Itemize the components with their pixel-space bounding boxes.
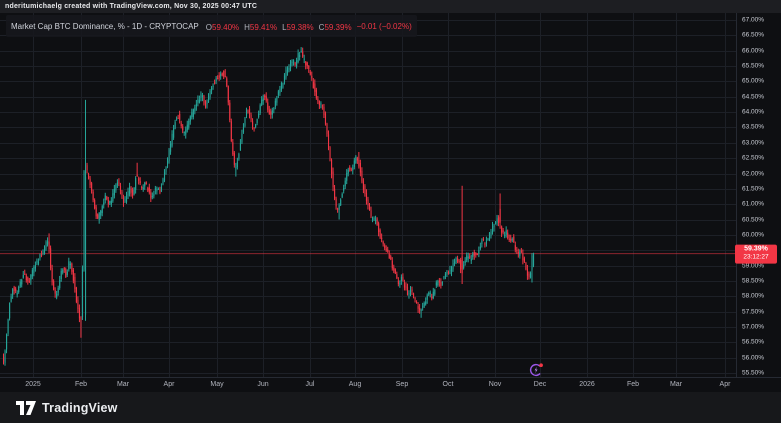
price-tick: 57.50%	[742, 308, 765, 316]
ohlc-O: O59.40%	[205, 23, 240, 32]
time-tick: May	[210, 381, 224, 388]
price-tick: 66.00%	[742, 47, 765, 55]
brand-name: TradingView	[42, 400, 118, 415]
price-tick: 55.50%	[742, 369, 765, 377]
footer-bar: TradingView	[0, 392, 781, 423]
ohlc-C: C59.39%	[318, 23, 352, 32]
time-tick: Mar	[669, 381, 683, 388]
price-tick: 60.50%	[742, 216, 765, 224]
tradingview-logo[interactable]: TradingView	[16, 400, 118, 415]
candlestick-chart-canvas[interactable]	[0, 0, 736, 377]
time-tick: Jul	[305, 381, 315, 388]
time-tick: Feb	[626, 381, 640, 388]
price-tick: 56.00%	[742, 354, 765, 362]
price-tick: 67.00%	[742, 16, 765, 24]
time-tick: 2025	[25, 381, 41, 388]
price-tick: 63.00%	[742, 139, 765, 147]
last-price-value: 59.39%	[744, 245, 768, 253]
price-tick: 64.00%	[742, 108, 765, 116]
price-tick: 59.00%	[742, 262, 765, 270]
ohlc-H: H59.41%	[244, 23, 278, 32]
change-value: −0.01 (−0.02%)	[356, 21, 412, 31]
price-tick: 62.00%	[742, 170, 765, 177]
time-tick: Sep	[395, 381, 409, 388]
time-tick: Apr	[163, 381, 175, 388]
price-tick: 64.50%	[742, 93, 765, 101]
attribution-bar: nderitumichaelg created with TradingView…	[0, 0, 781, 13]
ohlc-L: L59.38%	[282, 23, 314, 32]
time-tick: Mar	[116, 381, 130, 388]
time-tick: 2026	[579, 381, 595, 388]
last-price-label: 59.39% 23:12:27	[735, 244, 777, 264]
events-refresh-icon[interactable]	[528, 361, 545, 378]
time-tick: Jun	[257, 381, 269, 388]
price-tick: 56.50%	[742, 338, 765, 346]
bar-countdown: 23:12:27	[743, 253, 769, 261]
alert-dot	[539, 363, 543, 367]
price-tick: 62.50%	[742, 154, 765, 162]
price-tick: 65.50%	[742, 62, 765, 70]
price-tick: 58.50%	[742, 277, 765, 285]
price-tick: 66.50%	[742, 31, 765, 39]
symbol-legend[interactable]: Market Cap BTC Dominance, % - 1D - CRYPT…	[6, 15, 417, 37]
price-tick: 58.00%	[742, 292, 765, 300]
price-axis[interactable]: 67.00% 66.50% 66.00% 65.50% 65.00% 64.50% 64.0…	[735, 0, 781, 377]
attribution-text: nderitumichaelg created with TradingView…	[5, 3, 258, 10]
time-tick: Feb	[74, 381, 88, 388]
time-tick: Oct	[442, 381, 454, 388]
price-tick: 63.50%	[742, 123, 765, 131]
tradingview-logo-icon	[16, 400, 36, 415]
ohlc-values: O59.40% H59.41% L59.38% C59.39%	[206, 17, 357, 35]
symbol-title: Market Cap BTC Dominance, % - 1D - CRYPT…	[11, 21, 199, 31]
price-tick: 65.00%	[742, 77, 765, 85]
price-tick: 61.50%	[742, 185, 765, 193]
time-tick: Dec	[533, 381, 547, 388]
time-axis[interactable]: 2025 Feb Mar Apr May Jun Jul Aug Sep Oct Nov Dec 202…	[0, 377, 781, 393]
price-tick: 57.00%	[742, 323, 765, 331]
price-tick: 60.00%	[742, 231, 765, 239]
time-tick: Apr	[719, 381, 731, 388]
price-tick: 61.00%	[742, 200, 765, 208]
time-tick: Nov	[488, 381, 502, 388]
time-tick: Aug	[348, 381, 362, 388]
